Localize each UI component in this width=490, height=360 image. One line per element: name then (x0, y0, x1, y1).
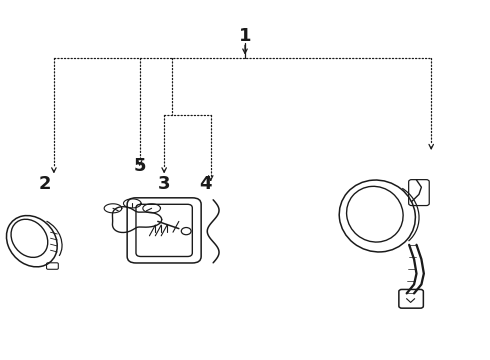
Text: 3: 3 (158, 175, 171, 193)
Text: 2: 2 (39, 175, 51, 193)
Text: 5: 5 (133, 157, 146, 175)
Text: 4: 4 (199, 175, 212, 193)
Text: 1: 1 (239, 27, 251, 45)
